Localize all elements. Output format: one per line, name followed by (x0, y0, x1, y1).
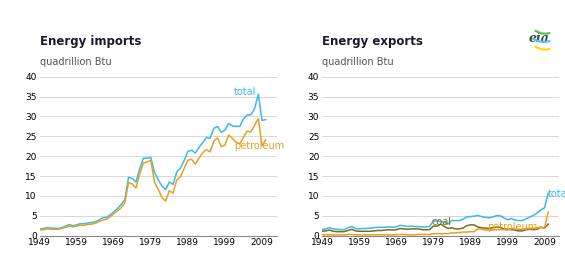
Text: petroleum: petroleum (487, 222, 537, 232)
Text: coal: coal (432, 217, 451, 227)
Text: eia: eia (529, 32, 550, 45)
Text: petroleum: petroleum (234, 141, 284, 151)
Text: quadrillion Btu: quadrillion Btu (40, 57, 111, 67)
Text: Energy imports: Energy imports (40, 35, 141, 48)
Text: total: total (234, 87, 257, 97)
Text: Energy exports: Energy exports (322, 35, 423, 48)
Text: quadrillion Btu: quadrillion Btu (322, 57, 394, 67)
Text: total: total (547, 189, 565, 199)
